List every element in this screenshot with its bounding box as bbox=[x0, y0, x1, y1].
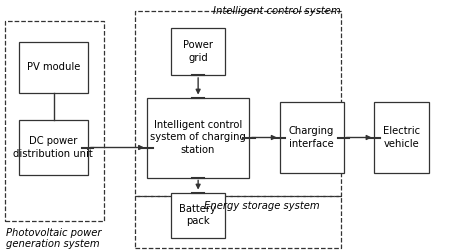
Text: Electric
vehicle: Electric vehicle bbox=[383, 126, 420, 149]
Bar bbox=[171, 28, 225, 75]
Bar bbox=[5, 21, 104, 221]
Text: Battery
pack: Battery pack bbox=[180, 204, 216, 227]
Text: DC power
distribution unit: DC power distribution unit bbox=[13, 136, 93, 159]
Bar bbox=[280, 102, 344, 172]
Text: PV module: PV module bbox=[27, 62, 80, 72]
Bar bbox=[374, 102, 429, 172]
Bar bbox=[135, 196, 341, 248]
Bar bbox=[19, 42, 88, 92]
Text: Charging
interface: Charging interface bbox=[289, 126, 334, 149]
Bar bbox=[147, 98, 249, 178]
Text: Intelligent control system: Intelligent control system bbox=[213, 6, 341, 16]
Bar bbox=[135, 11, 341, 196]
Text: Power
grid: Power grid bbox=[183, 40, 213, 63]
Bar bbox=[19, 120, 88, 175]
Text: Energy storage system: Energy storage system bbox=[204, 201, 319, 211]
Text: Photovoltaic power
generation system: Photovoltaic power generation system bbox=[6, 228, 101, 249]
Bar bbox=[171, 192, 225, 238]
Text: Intelligent control
system of charging
station: Intelligent control system of charging s… bbox=[150, 120, 246, 155]
